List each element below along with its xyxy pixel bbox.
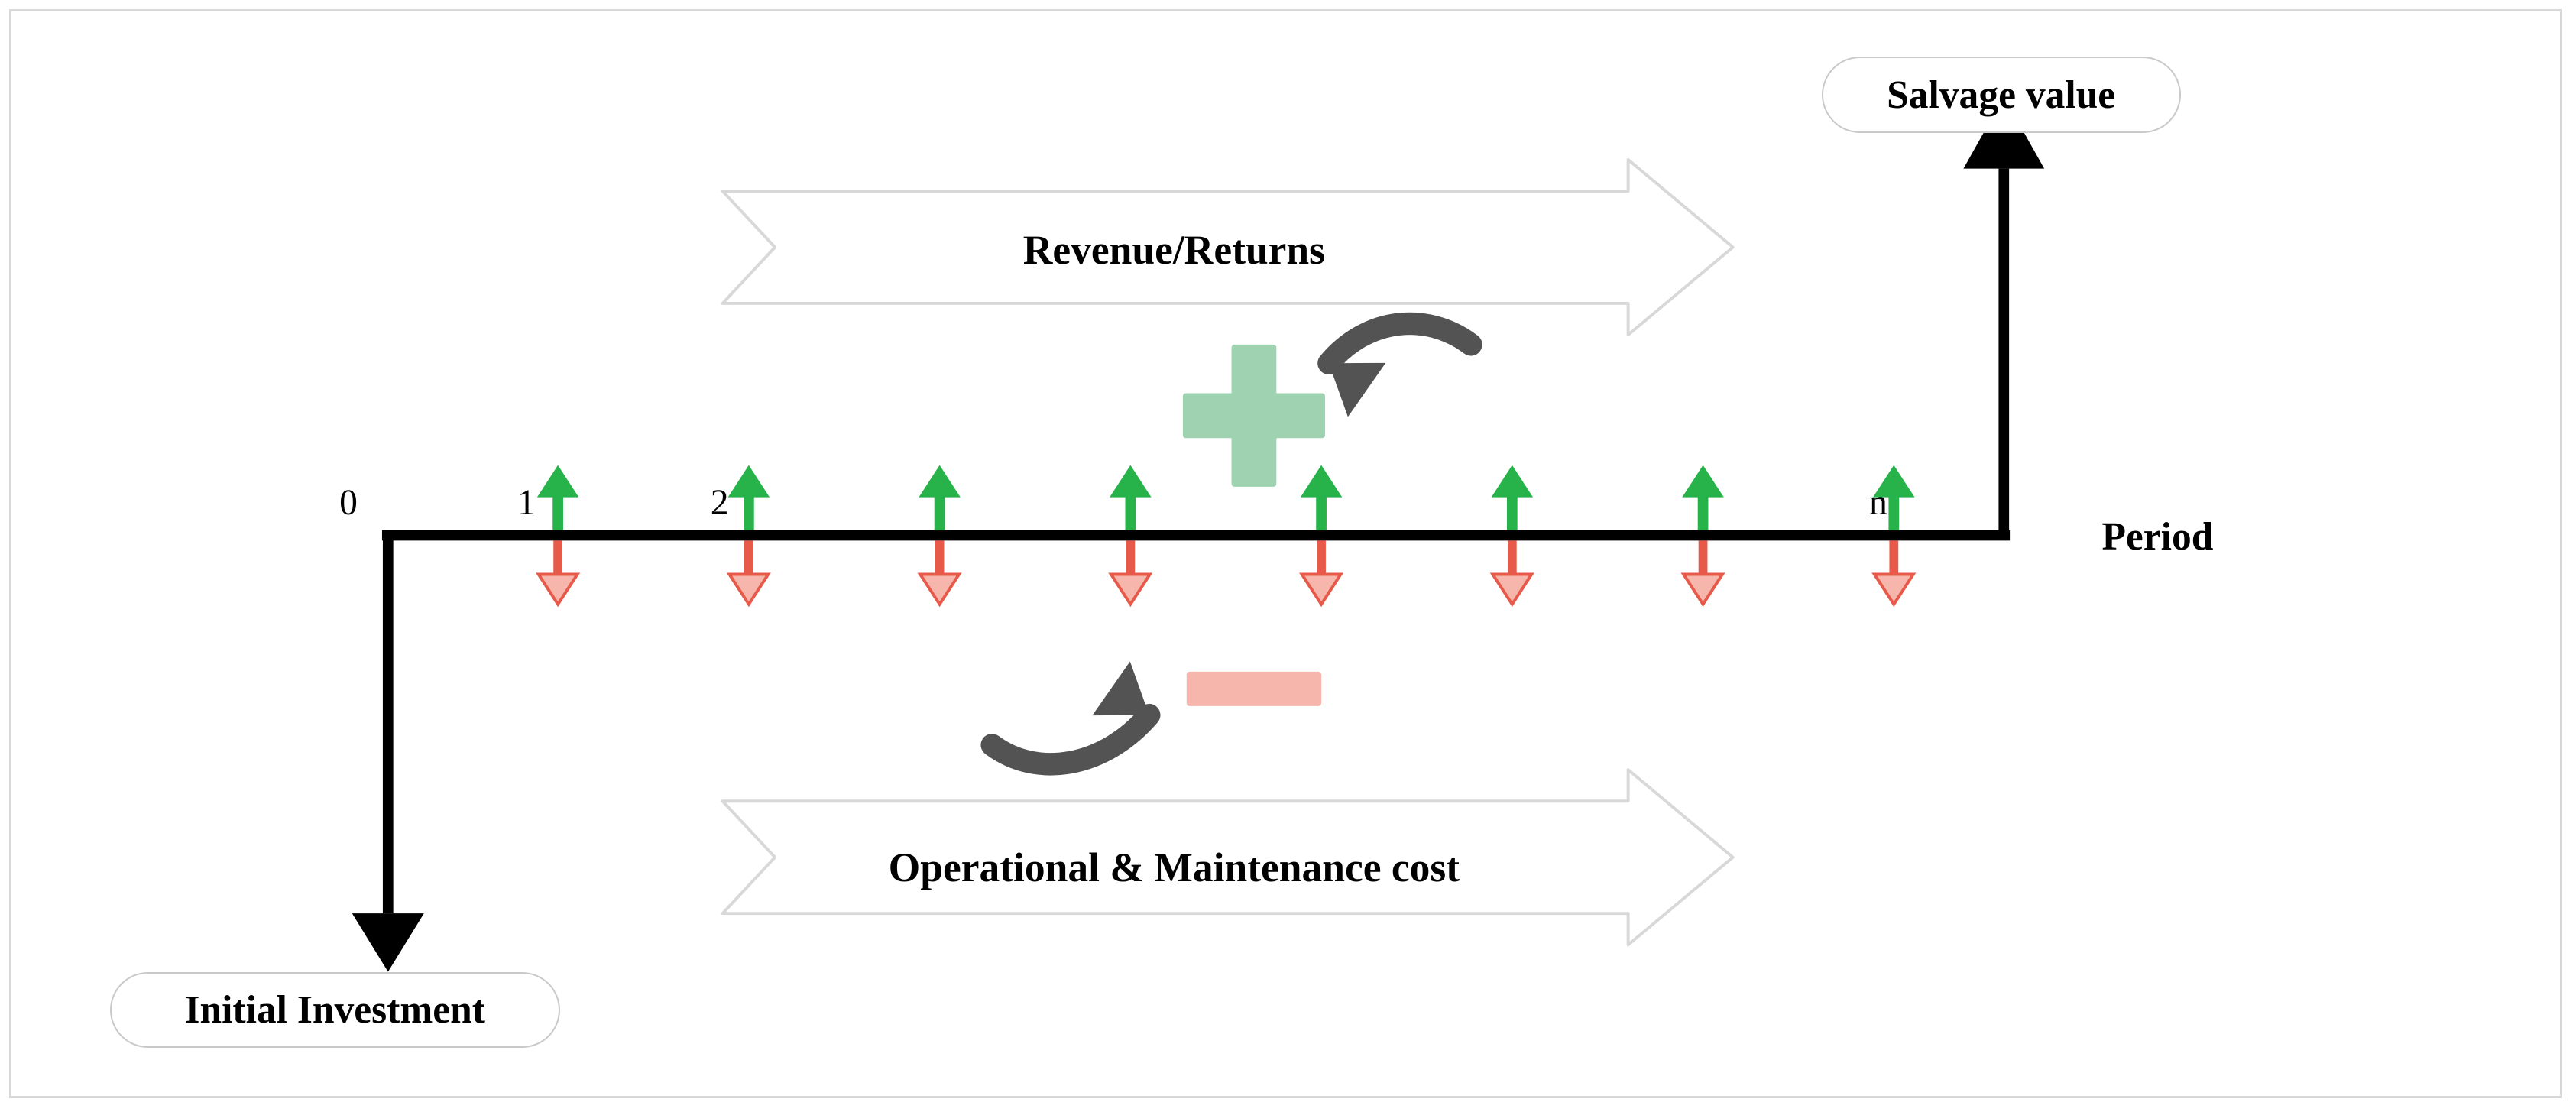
cost-arrow-head xyxy=(1111,574,1150,604)
tick-label: 1 xyxy=(504,482,549,524)
cost-arrow-head xyxy=(1874,574,1913,604)
diagram-frame: Initial Investment Salvage value Revenue… xyxy=(9,9,2562,1098)
revenue-arrow-head xyxy=(920,466,959,496)
tick-label: 2 xyxy=(697,482,742,524)
period-axis-label: Period xyxy=(2101,514,2213,559)
salvage-value-pill: Salvage value xyxy=(1822,57,2181,132)
tick-label: n xyxy=(1855,482,1900,524)
tick-label: 0 xyxy=(326,482,371,524)
indicator-arrow xyxy=(1329,323,1471,363)
revenue-arrow-head xyxy=(1492,466,1531,496)
om-banner-label: Operational & Maintenance cost xyxy=(716,811,1632,925)
indicator-arrow-head xyxy=(1092,661,1149,715)
cost-arrow-head xyxy=(729,574,768,604)
initial-investment-arrowhead xyxy=(352,913,424,971)
initial-investment-label: Initial Investment xyxy=(184,987,485,1033)
cost-arrow-head xyxy=(920,574,959,604)
cost-arrow-head xyxy=(1492,574,1531,604)
cost-arrow-head xyxy=(1683,574,1722,604)
revenue-arrow-head xyxy=(1111,466,1150,496)
cost-arrow-head xyxy=(539,574,578,604)
indicator-arrow xyxy=(992,715,1149,764)
initial-investment-pill: Initial Investment xyxy=(110,972,560,1048)
indicator-arrow-head xyxy=(1329,363,1385,417)
revenue-banner-label: Revenue/Returns xyxy=(716,193,1632,307)
salvage-value-label: Salvage value xyxy=(1887,73,2115,118)
cost-arrow-head xyxy=(1302,574,1341,604)
plus-icon xyxy=(1232,345,1277,487)
revenue-arrow-head xyxy=(1302,466,1341,496)
revenue-arrow-head xyxy=(1683,466,1722,496)
minus-icon xyxy=(1187,672,1321,706)
